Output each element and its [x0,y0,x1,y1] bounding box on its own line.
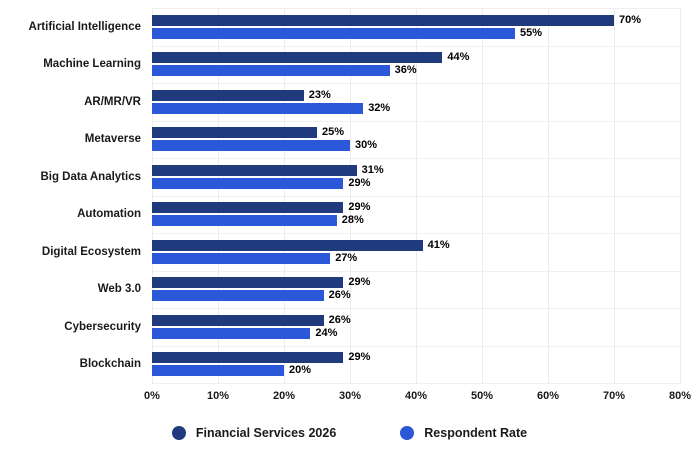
bar-financial-services-2026 [152,352,344,364]
legend: Financial Services 2026 Respondent Rate [0,426,699,440]
gridline-horizontal [152,120,680,122]
value-label: 28% [341,214,364,227]
value-label: 29% [348,351,371,364]
category-label: Automation [77,208,141,221]
bar-financial-services-2026 [152,52,443,64]
legend-label: Financial Services 2026 [195,426,337,440]
gridline-horizontal [152,270,680,272]
value-label: 29% [348,176,371,189]
bar-financial-services-2026 [152,277,344,289]
bar-financial-services-2026 [152,164,357,176]
value-label: 55% [520,26,543,39]
legend-item-financial-services-2026: Financial Services 2026 [171,426,337,440]
x-tick-label: 30% [338,390,362,402]
gridline-horizontal [152,158,680,159]
value-label: 26% [328,289,351,302]
category-label: Metaverse [84,133,141,146]
bar-respondent-rate [152,27,515,39]
legend-dot-icon [171,426,186,440]
bar-financial-services-2026 [152,314,324,326]
legend-item-respondent-rate: Respondent Rate [400,426,527,440]
category-label: Big Data Analytics [40,170,141,183]
x-tick-label: 60% [536,390,560,402]
value-label: 41% [427,238,450,251]
bar-financial-services-2026 [152,14,614,26]
gridline-horizontal [152,8,680,9]
value-label: 31% [361,163,384,176]
gridline-horizontal [152,383,680,384]
bar-respondent-rate [152,327,311,339]
bar-respondent-rate [152,290,324,302]
value-label: 29% [348,276,371,289]
value-label: 26% [328,313,351,326]
value-label: 25% [322,126,345,139]
x-tick-label: 70% [602,390,626,402]
bar-respondent-rate [152,102,364,114]
gridline-horizontal [152,308,680,309]
bar-respondent-rate [152,215,337,227]
bar-respondent-rate [152,177,344,189]
bar-financial-services-2026 [152,127,317,139]
value-label: 32% [368,101,391,114]
x-tick-label: 50% [470,390,494,402]
bar-respondent-rate [152,140,350,152]
value-label: 20% [289,364,312,377]
bar-financial-services-2026 [152,202,344,214]
legend-dot-icon [400,426,415,440]
gridline-horizontal [152,195,680,197]
x-tick-label: 10% [206,390,230,402]
x-tick-label: 40% [404,390,428,402]
value-label: 27% [335,251,358,264]
gridline-horizontal [152,345,680,347]
bar-financial-services-2026 [152,89,304,101]
value-label: 70% [619,13,642,26]
value-label: 36% [394,64,417,77]
bar-respondent-rate [152,65,390,77]
legend-label: Respondent Rate [424,426,528,440]
category-label: Machine Learning [43,58,141,71]
bar-respondent-rate [152,252,331,264]
x-tick-label: 0% [144,390,160,402]
value-label: 24% [315,326,338,339]
gridline-horizontal [152,45,680,47]
category-label: Cybersecurity [64,320,141,333]
bar-respondent-rate [152,365,284,377]
value-label: 29% [348,201,371,214]
x-tick-label: 80% [668,390,692,402]
plot-area: 70% 55% 44% 36% 23% 32% 25% 30% 31% 29% 29% 28% 41% 2… [152,8,681,384]
value-label: 44% [447,51,470,64]
category-label: Digital Ecosystem [41,245,141,258]
category-label: AR/MR/VR [84,95,141,108]
gridline-vertical [680,8,681,383]
x-tick-label: 20% [272,390,296,402]
bar-financial-services-2026 [152,239,423,251]
gridline-horizontal [152,83,680,84]
category-label: Blockchain [79,358,141,371]
category-label: Web 3.0 [97,283,141,296]
category-label: Artificial Intelligence [28,20,141,33]
value-label: 30% [355,139,378,152]
value-label: 23% [308,88,331,101]
x-axis: 0% 10% 20% 30% 40% 50% 60% 70% 80% [144,390,691,404]
gridline-horizontal [152,233,680,234]
